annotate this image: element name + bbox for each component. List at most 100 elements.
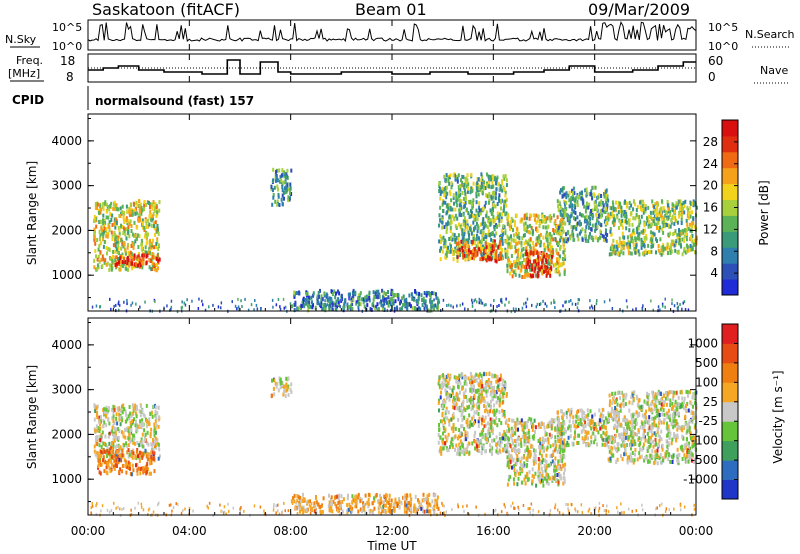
range-cell	[150, 217, 153, 222]
range-cell	[490, 428, 493, 433]
range-cell	[107, 450, 110, 455]
range-cell	[347, 305, 350, 310]
range-cell	[369, 307, 372, 312]
range-cell	[527, 242, 530, 247]
range-cell	[110, 263, 113, 268]
range-cell	[463, 427, 465, 431]
range-cell	[104, 258, 107, 263]
range-cell	[491, 206, 494, 211]
range-cell	[135, 200, 138, 205]
colorbar-segment	[722, 199, 738, 216]
range-cell	[470, 374, 473, 379]
ground-cell	[191, 299, 193, 303]
range-cell	[111, 259, 114, 264]
range-cell	[378, 294, 381, 299]
range-cell	[694, 224, 697, 229]
range-cell	[95, 254, 97, 259]
range-cell	[342, 497, 345, 502]
range-cell	[558, 257, 560, 262]
range-cell	[100, 438, 103, 443]
range-cell	[689, 222, 692, 227]
range-cell	[484, 223, 487, 228]
range-cell	[121, 404, 124, 409]
range-cell	[142, 261, 145, 266]
range-cell	[137, 454, 139, 459]
range-cell	[153, 433, 156, 438]
range-cell	[673, 243, 676, 248]
ground-cell	[521, 306, 524, 310]
ground-cell	[480, 299, 482, 303]
range-cell	[485, 407, 488, 412]
range-cell	[442, 426, 445, 430]
range-cell	[436, 499, 439, 504]
range-cell	[317, 290, 320, 295]
range-cell	[602, 238, 605, 242]
range-cell	[147, 232, 149, 237]
range-cell	[602, 234, 605, 239]
range-cell	[487, 403, 490, 408]
range-cell	[463, 216, 466, 221]
range-cell	[151, 216, 154, 221]
range-cell	[497, 244, 500, 249]
range-cell	[293, 499, 296, 504]
range-cell	[633, 231, 636, 236]
range-cell	[145, 451, 148, 456]
range-cell	[433, 307, 435, 311]
range-cell	[548, 248, 551, 253]
range-cell	[296, 494, 299, 498]
range-cell	[289, 387, 292, 392]
range-cell	[145, 250, 148, 255]
range-cell	[666, 211, 669, 215]
range-cell	[564, 237, 567, 241]
range-cell	[142, 452, 145, 457]
range-cell	[436, 305, 439, 310]
range-cell	[283, 170, 286, 175]
range-cell	[590, 236, 593, 241]
range-cell	[521, 275, 524, 279]
range-cell	[489, 221, 492, 226]
range-cell	[466, 189, 469, 194]
range-cell	[464, 241, 467, 245]
range-cell	[482, 217, 485, 222]
range-cell	[448, 215, 451, 220]
range-cell	[463, 375, 465, 380]
range-cell	[609, 211, 612, 216]
range-cell	[547, 258, 550, 263]
range-cell	[495, 379, 498, 384]
range-cell	[467, 240, 470, 245]
range-cell	[376, 307, 379, 312]
range-cell	[489, 232, 491, 237]
range-cell	[385, 493, 388, 498]
range-cell	[285, 188, 288, 193]
range-cell	[501, 179, 503, 184]
range-cell	[563, 270, 566, 275]
range-cell	[441, 386, 443, 390]
range-cell	[463, 395, 466, 400]
range-cell	[443, 417, 446, 422]
ground-cell	[681, 307, 683, 311]
range-cell	[523, 224, 526, 229]
ground-cell	[220, 306, 222, 310]
range-cell	[472, 213, 475, 218]
range-cell	[491, 231, 494, 235]
range-cell	[276, 178, 279, 183]
range-cell	[530, 225, 533, 230]
range-cell	[105, 209, 108, 214]
ground-cell	[589, 306, 591, 310]
range-cell	[277, 187, 280, 192]
range-cell	[421, 298, 424, 302]
range-cell	[476, 186, 479, 191]
range-cell	[469, 420, 472, 425]
range-cell	[102, 458, 104, 463]
range-cell	[543, 215, 546, 219]
range-cell	[621, 225, 624, 230]
range-cell	[142, 412, 145, 417]
range-cell	[284, 180, 287, 185]
ground-cell	[471, 304, 474, 308]
range-cell	[138, 199, 140, 204]
range-cell	[591, 208, 594, 213]
ground-cell	[110, 307, 112, 311]
range-cell	[686, 222, 689, 227]
range-cell	[439, 218, 442, 223]
range-cell	[561, 459, 564, 464]
